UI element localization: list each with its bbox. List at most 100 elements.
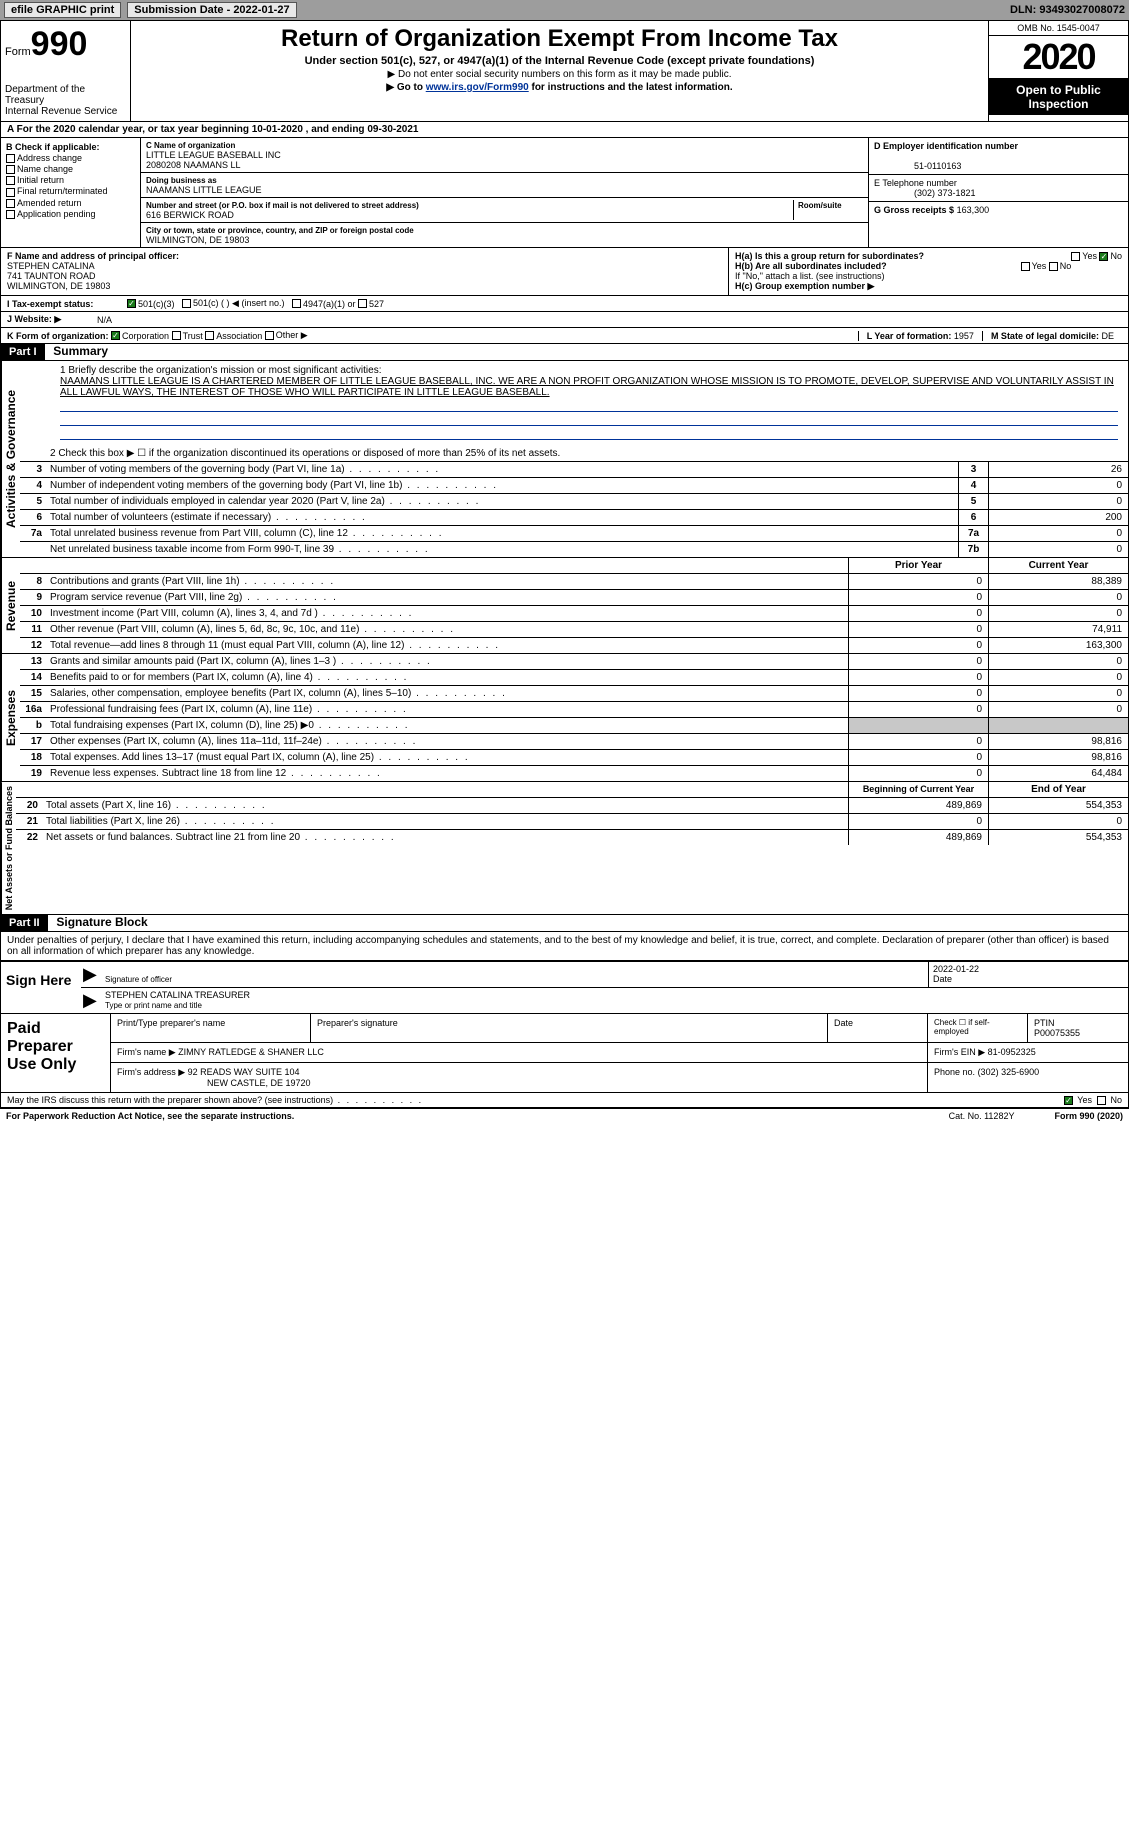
row-cell-num: 5 [958,494,988,509]
current-value: 88,389 [988,574,1128,589]
prep-sig-label: Preparer's signature [317,1018,398,1028]
current-value: 0 [988,670,1128,685]
row-label: Number of independent voting members of … [46,478,958,493]
final-return-label: Final return/terminated [17,186,108,196]
current-value: 554,353 [988,830,1128,845]
mission-text: NAAMANS LITTLE LEAGUE IS A CHARTERED MEM… [60,376,1118,398]
sign-here-label: Sign Here [1,962,81,1013]
row-label: Total revenue—add lines 8 through 11 (mu… [46,638,848,653]
current-value: 98,816 [988,750,1128,765]
ha-yes-checkbox[interactable] [1071,252,1080,261]
amended-return-checkbox[interactable] [6,199,15,208]
blank-line [60,428,1118,440]
row-label: Grants and similar amounts paid (Part IX… [46,654,848,669]
j-label: J Website: ▶ [7,314,97,325]
officer-name: STEPHEN CATALINA [7,261,95,271]
final-return-checkbox[interactable] [6,188,15,197]
assoc-checkbox[interactable] [205,331,214,340]
org-info-column: C Name of organization LITTLE LEAGUE BAS… [141,138,868,247]
row-label: Other revenue (Part VIII, column (A), li… [46,622,848,637]
discuss-yes-checkbox[interactable] [1064,1096,1073,1105]
table-row: 10 Investment income (Part VIII, column … [20,606,1128,622]
table-row: 21 Total liabilities (Part X, line 26) 0… [16,814,1128,830]
row-cell-num: 6 [958,510,988,525]
row-value: 0 [988,526,1128,541]
firm-name: ZIMNY RATLEDGE & SHANER LLC [178,1047,324,1057]
527-checkbox[interactable] [358,299,367,308]
row-num: 10 [20,606,46,621]
l-label: L Year of formation: [867,331,952,341]
501c-checkbox[interactable] [182,299,191,308]
tax-period: A For the 2020 calendar year, or tax yea… [1,122,1128,138]
blank-line [60,400,1118,412]
row-num: 6 [20,510,46,525]
501c3-checkbox[interactable] [127,299,136,308]
row-value: 0 [988,494,1128,509]
row-num: 22 [16,830,42,845]
top-bar: efile GRAPHIC print Submission Date - 20… [0,0,1129,20]
prior-value: 0 [848,670,988,685]
row-num: 20 [16,798,42,813]
ha-no-checkbox[interactable] [1099,252,1108,261]
corp-checkbox[interactable] [111,331,120,340]
501c-label: 501(c) ( ) ◀ (insert no.) [193,298,284,309]
row-label: Program service revenue (Part VIII, line… [46,590,848,605]
table-row: 8 Contributions and grants (Part VIII, l… [20,574,1128,590]
row-label: Total assets (Part X, line 16) [42,798,848,813]
other-checkbox[interactable] [265,331,274,340]
k-label: K Form of organization: [7,331,109,341]
dba-value: NAAMANS LITTLE LEAGUE [146,185,262,195]
checkbox-column: B Check if applicable: Address change Na… [1,138,141,247]
print-name-label: Print/Type preparer's name [117,1018,225,1028]
dept-label: Department of the Treasury Internal Reve… [5,84,126,117]
current-value: 98,816 [988,734,1128,749]
revenue-vert-label: Revenue [1,558,20,653]
prior-value: 0 [848,686,988,701]
part2-title: Signature Block [50,913,153,931]
submission-date-button[interactable]: Submission Date - 2022-01-27 [127,2,296,18]
application-pending-checkbox[interactable] [6,210,15,219]
prep-phone: (302) 325-6900 [978,1067,1040,1077]
assoc-label: Association [216,331,262,341]
line2-label: 2 Check this box ▶ ☐ if the organization… [46,446,1128,461]
name-change-checkbox[interactable] [6,165,15,174]
row-label: Total unrelated business revenue from Pa… [46,526,958,541]
row-label: Professional fundraising fees (Part IX, … [46,702,848,717]
form-label: Form [5,46,31,58]
table-row: 13 Grants and similar amounts paid (Part… [20,654,1128,670]
form990-link[interactable]: www.irs.gov/Form990 [426,82,529,93]
city-label: City or town, state or province, country… [146,226,414,235]
principal-officer: F Name and address of principal officer:… [1,248,728,295]
row-label: Number of voting members of the governin… [46,462,958,477]
form-title: Return of Organization Exempt From Incom… [135,25,984,53]
h-section: H(a) Is this a group return for subordin… [728,248,1128,295]
org-name-2: 2080208 NAAMANS LL [146,160,241,170]
table-row: 15 Salaries, other compensation, employe… [20,686,1128,702]
prior-value [848,718,988,733]
current-value: 554,353 [988,798,1128,813]
inspection-badge: Open to Public Inspection [989,79,1128,115]
table-row: 11 Other revenue (Part VIII, column (A),… [20,622,1128,638]
hb-no-checkbox[interactable] [1049,262,1058,271]
header-center: Return of Organization Exempt From Incom… [131,21,988,121]
prior-value: 0 [848,574,988,589]
street-value: 616 BERWICK ROAD [146,210,234,220]
prior-value: 0 [848,622,988,637]
hb-no: No [1060,261,1072,271]
4947-checkbox[interactable] [292,299,301,308]
table-row: 14 Benefits paid to or for members (Part… [20,670,1128,686]
address-change-checkbox[interactable] [6,154,15,163]
trust-checkbox[interactable] [172,331,181,340]
ha-label: H(a) Is this a group return for subordin… [735,251,924,261]
discuss-no-checkbox[interactable] [1097,1096,1106,1105]
city-value: WILMINGTON, DE 19803 [146,235,249,245]
row-num: 13 [20,654,46,669]
row-num: 7a [20,526,46,541]
date-label: Date [933,974,952,984]
efile-button[interactable]: efile GRAPHIC print [4,2,121,18]
hb-yes-checkbox[interactable] [1021,262,1030,271]
initial-return-checkbox[interactable] [6,176,15,185]
room-label: Room/suite [798,201,842,210]
street-label: Number and street (or P.O. box if mail i… [146,201,419,210]
m-label: M State of legal domicile: [991,331,1099,341]
